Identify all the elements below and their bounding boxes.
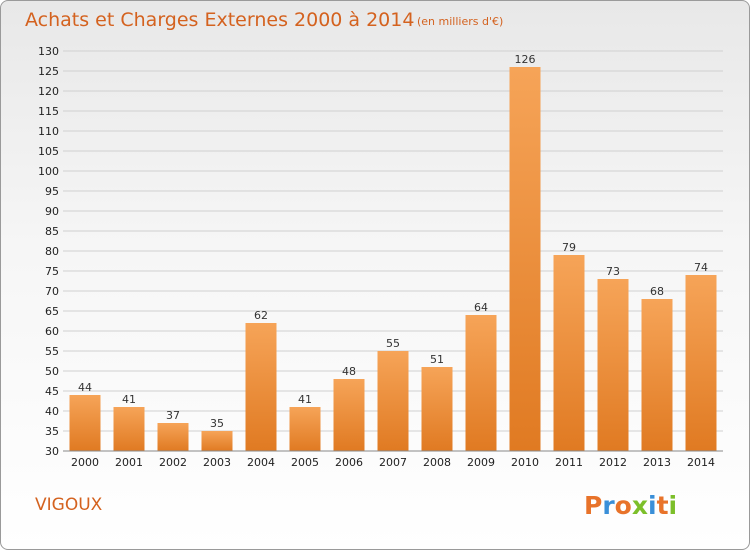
x-tick-label: 2010 [511,456,539,469]
grid-lines [63,50,723,452]
data-labels: 44 41 37 35 62 41 48 55 51 64 126 79 73 68 74 [78,53,708,430]
data-label: 48 [342,365,356,378]
data-label: 41 [298,393,312,406]
x-tick-label: 2001 [115,456,143,469]
bar-2006 [333,379,365,451]
data-label: 41 [122,393,136,406]
y-tick-label: 65 [45,305,59,318]
x-tick-label: 2004 [247,456,275,469]
chart-title: Achats et Charges Externes 2000 à 2014 [25,9,414,31]
y-tick-label: 80 [45,245,59,258]
y-tick-label: 105 [38,145,59,158]
bar-2009 [465,315,497,451]
proxiti-logo: Proxiti [584,491,677,520]
y-tick-label: 60 [45,325,59,338]
bar-2010 [509,67,541,451]
x-tick-label: 2002 [159,456,187,469]
data-label: 68 [650,285,664,298]
y-tick-label: 115 [38,105,59,118]
data-label: 51 [430,353,444,366]
logo-letter: i [648,491,657,520]
bar-2000 [69,395,101,451]
bar-2013 [641,299,673,451]
data-label: 64 [474,301,488,314]
x-tick-label: 2011 [555,456,583,469]
x-tick-label: 2013 [643,456,671,469]
data-label: 79 [562,241,576,254]
bars-group [69,67,717,451]
y-tick-label: 40 [45,405,59,418]
bar-2005 [289,407,321,451]
y-tick-label: 120 [38,85,59,98]
data-label: 44 [78,381,92,394]
bar-2001 [113,407,145,451]
x-tick-label: 2006 [335,456,363,469]
y-tick-label: 100 [38,165,59,178]
x-tick-label: 2008 [423,456,451,469]
y-tick-label: 125 [38,65,59,78]
y-tick-label: 30 [45,445,59,458]
bar-2003 [201,431,233,451]
x-tick-label: 2007 [379,456,407,469]
x-tick-label: 2000 [71,456,99,469]
logo-letter: o [614,491,632,520]
data-label: 74 [694,261,708,274]
x-tick-label: 2005 [291,456,319,469]
bar-2004 [245,323,277,451]
commune-name: VIGOUX [35,495,103,515]
bar-2012 [597,279,629,451]
y-tick-label: 95 [45,185,59,198]
y-tick-label: 55 [45,345,59,358]
x-axis-ticks: 2000 2001 2002 2003 2004 2005 2006 2007 2008 2009… [71,456,715,469]
data-label: 35 [210,417,224,430]
logo-letter: P [584,491,603,520]
logo-letter: r [602,491,615,520]
logo-letter: i [668,491,678,520]
y-tick-label: 70 [45,285,59,298]
bar-2011 [553,255,585,451]
bar-2014 [685,275,717,451]
bar-2002 [157,423,189,451]
data-label: 126 [515,53,536,66]
logo-letter: t [656,491,669,520]
bar-2008 [421,367,453,451]
x-tick-label: 2012 [599,456,627,469]
bar-2007 [377,351,409,451]
data-label: 62 [254,309,268,322]
y-tick-label: 35 [45,425,59,438]
logo-letter: x [631,491,648,520]
x-tick-label: 2009 [467,456,495,469]
y-axis-ticks: 30 35 40 45 50 55 60 65 70 75 80 85 90 95 100 105 110 115… [38,45,59,458]
y-tick-label: 90 [45,205,59,218]
y-tick-label: 110 [38,125,59,138]
y-tick-label: 75 [45,265,59,278]
y-tick-label: 85 [45,225,59,238]
data-label: 73 [606,265,620,278]
chart-subtitle: (en milliers d'€) [417,15,503,28]
y-tick-label: 50 [45,365,59,378]
data-label: 55 [386,337,400,350]
y-tick-label: 45 [45,385,59,398]
y-tick-label: 130 [38,45,59,58]
x-tick-label: 2014 [687,456,715,469]
x-tick-label: 2003 [203,456,231,469]
data-label: 37 [166,409,180,422]
